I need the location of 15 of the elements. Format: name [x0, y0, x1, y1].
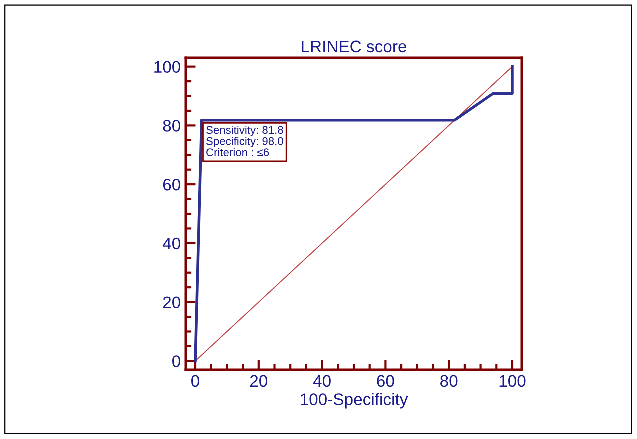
- x-tick-label: 80: [440, 375, 458, 388]
- chart-title: LRINEC score: [302, 40, 407, 53]
- y-tick-label: 40: [162, 238, 180, 250]
- x-tick-label: 0: [192, 375, 200, 388]
- x-tick-label: 60: [377, 375, 394, 388]
- x-tick-label: 100: [500, 375, 526, 388]
- x-tick-label: 40: [313, 375, 331, 388]
- y-tick-label: 80: [163, 120, 180, 132]
- y-tick-label: 20: [163, 296, 180, 309]
- x-axis-title: 100-Specificity: [301, 393, 408, 409]
- y-tick-label: 100: [154, 61, 180, 74]
- x-tick-label: 20: [250, 375, 268, 388]
- y-tick-label: 60: [163, 178, 180, 191]
- annotation: Sensitivity: 81.8 Specificity: 98.0 Criterion : ≤6: [206, 126, 284, 156]
- y-tick-label: 0: [172, 356, 180, 368]
